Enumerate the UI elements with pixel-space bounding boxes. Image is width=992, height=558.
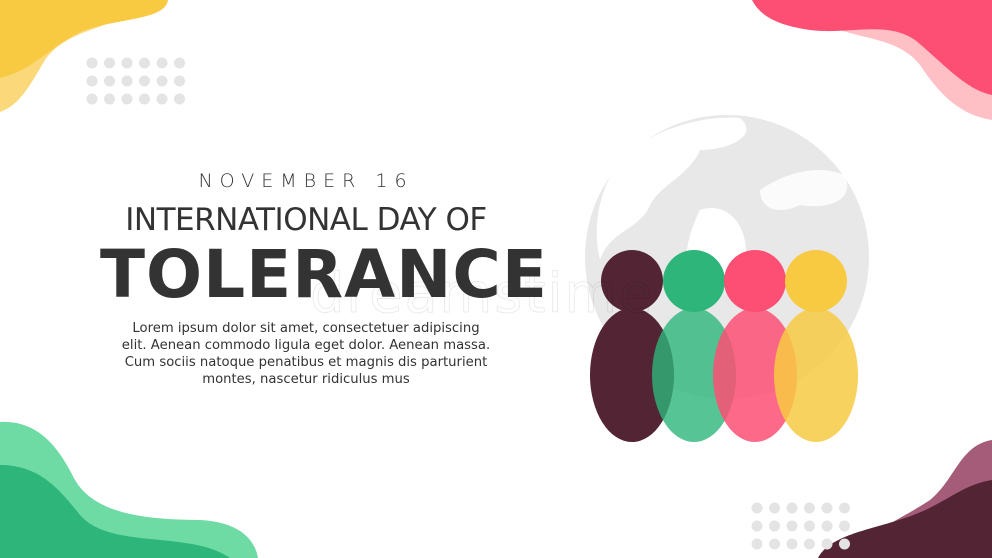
dot: [839, 502, 850, 514]
poster-body-text: Lorem ipsum dolor sit amet, consectetuer…: [121, 321, 491, 387]
dot-grid-bottom: [751, 502, 850, 550]
person-pink: [713, 250, 797, 442]
poster-title: TOLERANCE: [100, 236, 548, 313]
dot: [839, 520, 850, 532]
dot: [751, 520, 763, 532]
dot: [156, 57, 168, 69]
event-date: NOVEMBER 16: [198, 170, 414, 192]
dot: [139, 57, 150, 69]
dot: [174, 93, 185, 105]
dot: [104, 75, 115, 87]
dot: [786, 520, 798, 532]
watermark: dreamstime: [309, 262, 655, 326]
pink-blob: [752, 0, 992, 95]
dot: [156, 93, 168, 105]
dot: [121, 75, 133, 87]
dot: [174, 75, 185, 87]
dot: [104, 93, 115, 105]
dot: [804, 502, 815, 514]
dot: [139, 93, 150, 105]
maroon-blob: [818, 480, 992, 558]
dot: [804, 520, 815, 532]
yellow-blob: [0, 0, 168, 78]
dot: [139, 75, 150, 87]
dot: [821, 538, 833, 550]
person-yellow: [774, 250, 858, 442]
person-maroon: [590, 250, 674, 442]
dot: [104, 57, 115, 69]
person-green: [652, 250, 736, 442]
dot: [786, 538, 798, 550]
dot: [821, 520, 833, 532]
dot: [174, 57, 185, 69]
dot-grid-top: [86, 57, 185, 105]
dot: [86, 75, 98, 87]
dot: [821, 502, 833, 514]
dot: [751, 502, 763, 514]
dot: [86, 93, 98, 105]
dot: [769, 520, 780, 532]
dot: [86, 57, 98, 69]
dot: [121, 93, 133, 105]
dot: [804, 538, 815, 550]
dot: [786, 502, 798, 514]
dot: [769, 502, 780, 514]
dot: [769, 538, 780, 550]
dot: [121, 57, 133, 69]
poster-subtitle: INTERNATIONAL DAY OF: [125, 202, 487, 238]
dot: [839, 538, 850, 550]
people-icon: [590, 250, 858, 442]
green-blob: [0, 465, 230, 558]
dot: [156, 75, 168, 87]
dot: [751, 538, 763, 550]
